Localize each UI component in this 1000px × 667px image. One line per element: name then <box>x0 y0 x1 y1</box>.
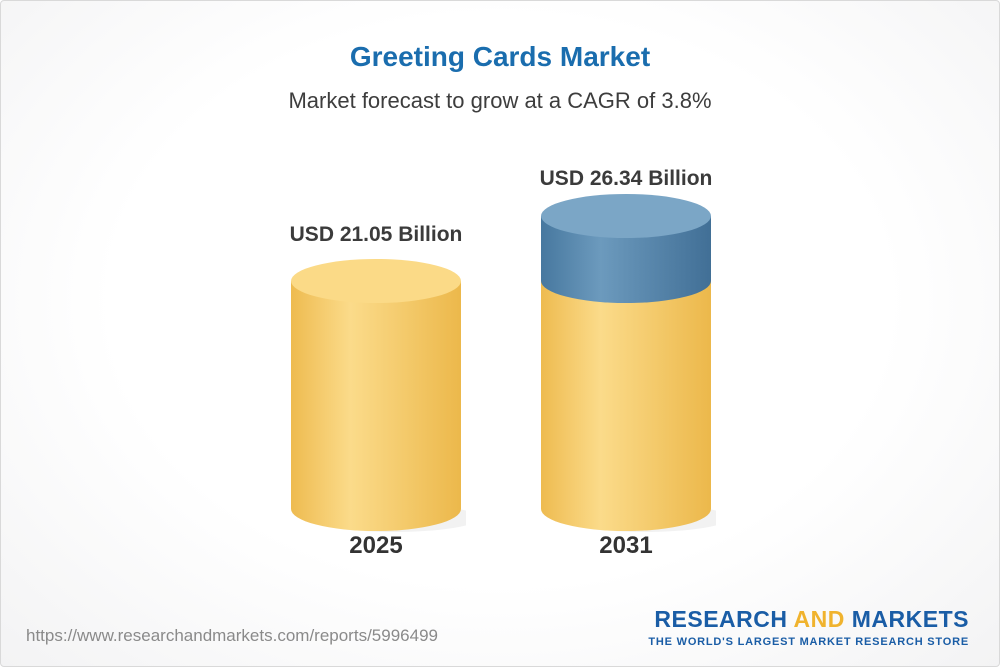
cylinder-2025-graphic <box>291 259 479 532</box>
bar-cylinder-2025 <box>286 256 479 556</box>
logo-wordmark: RESEARCH AND MARKETS <box>648 606 969 633</box>
bar-category-label-2031: 2031 <box>599 532 653 559</box>
bar-category-label-2025: 2025 <box>349 532 403 559</box>
chart-subtitle: Market forecast to grow at a CAGR of 3.8… <box>288 88 712 113</box>
chart-title: Greeting Cards Market <box>349 41 651 72</box>
bar-value-label-2025: USD 21.05 Billion <box>289 223 463 246</box>
bar-value-label-2031: USD 26.34 Billion <box>539 167 713 190</box>
bar-cylinder-2031 <box>536 191 729 536</box>
research-and-markets-logo: RESEARCH AND MARKETS THE WORLD'S LARGEST… <box>648 606 969 648</box>
cylinder-2031-graphic <box>541 194 729 532</box>
source-url: https://www.researchandmarkets.com/repor… <box>26 626 438 645</box>
logo-word-markets: MARKETS <box>844 606 969 632</box>
logo-word-research: RESEARCH <box>654 606 794 632</box>
logo-word-and: AND <box>793 606 845 632</box>
logo-tagline: THE WORLD'S LARGEST MARKET RESEARCH STOR… <box>648 636 969 648</box>
